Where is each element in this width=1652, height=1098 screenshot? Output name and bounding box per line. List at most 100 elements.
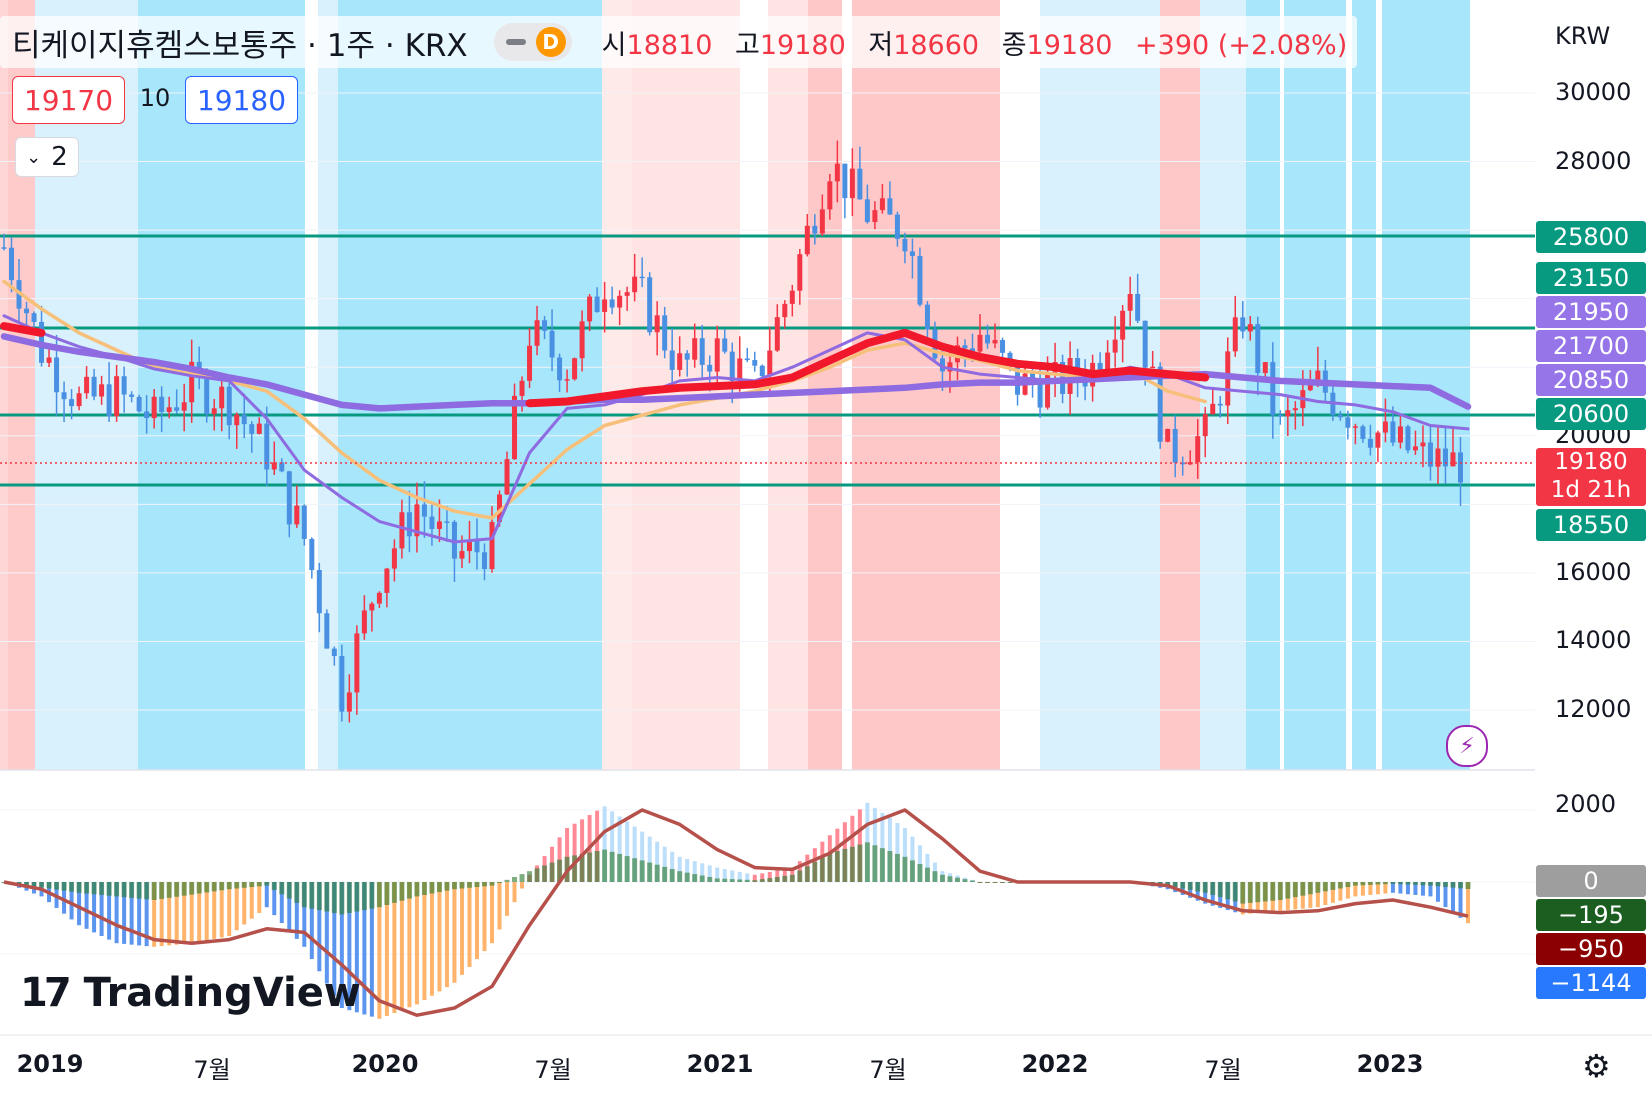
macd-hist-bar — [384, 882, 389, 1016]
tradingview-logo[interactable]: 17 TradingView — [20, 970, 361, 1016]
candle-body — [286, 471, 292, 525]
symbol-title[interactable]: 티케이지휴켐스보통주 · 1주 · KRX — [12, 27, 468, 64]
candle-body — [1285, 410, 1291, 417]
macd-line-bar — [1277, 882, 1283, 900]
candle-body — [752, 360, 758, 366]
time-tick: 2019 — [16, 1050, 84, 1078]
macd-hist-bar — [512, 882, 517, 903]
time-tick: 2023 — [1356, 1050, 1424, 1078]
candle-body — [677, 353, 683, 370]
macd-line-bar — [497, 882, 503, 883]
macd-line-bar — [977, 882, 983, 883]
macd-line-bar — [969, 880, 975, 882]
candle-body — [572, 358, 578, 380]
macd-line-bar — [752, 880, 758, 882]
macd-line-bar — [189, 882, 195, 895]
macd-hist-bar — [1338, 882, 1343, 901]
candle-body — [151, 396, 157, 419]
macd-line-bar — [1000, 882, 1006, 883]
currency-selector[interactable]: KRW — [1555, 22, 1611, 50]
macd-hist-bar — [595, 810, 600, 882]
candle-body — [256, 423, 262, 434]
macd-line-bar — [662, 866, 668, 882]
candle-body — [399, 512, 405, 549]
buy-button[interactable]: 19180 — [185, 76, 298, 124]
macd-line-bar — [1345, 882, 1351, 888]
candle-body — [864, 199, 870, 223]
macd-hist-bar — [880, 812, 885, 882]
macd-hist-bar — [565, 828, 570, 882]
lightning-icon[interactable]: ⚡ — [1446, 725, 1488, 767]
candle-body — [31, 313, 37, 322]
candle-body — [729, 351, 735, 381]
macd-line-bar — [557, 859, 563, 882]
macd-hist-bar — [1420, 882, 1425, 896]
candle-body — [1345, 417, 1351, 428]
candle-body — [1427, 442, 1433, 467]
macd-line-bar — [99, 882, 105, 895]
status-pill[interactable]: D — [493, 23, 572, 61]
candle-body — [497, 494, 503, 522]
macd-line-bar — [677, 871, 683, 882]
symbol-header[interactable]: 티케이지휴켐스보통주 · 1주 · KRX D 시18810 고19180 저1… — [0, 16, 1358, 68]
macd-line-bar — [16, 882, 22, 885]
macd-hist-bar — [159, 882, 164, 947]
candle-body — [1112, 339, 1118, 353]
candle-body — [909, 251, 915, 256]
candle-body — [1255, 324, 1261, 374]
quantity-field[interactable]: 10 — [139, 84, 171, 112]
macd-line-bar — [444, 882, 450, 891]
candle-body — [444, 521, 450, 523]
macd-line-bar — [819, 857, 825, 882]
candle-body — [1375, 432, 1381, 448]
candle-body — [1315, 370, 1321, 385]
macd-hist-bar — [444, 882, 449, 988]
macd-line-bar — [812, 861, 818, 882]
macd-hist-bar — [917, 845, 922, 882]
macd-hist-bar — [1428, 882, 1433, 897]
collapse-indicators-button[interactable]: ⌄ 2 — [15, 137, 79, 177]
candle-body — [632, 276, 638, 293]
macd-line-bar — [144, 882, 150, 900]
macd-line-bar — [669, 869, 675, 882]
macd-hist-bar — [910, 836, 915, 882]
candle-body — [894, 214, 900, 239]
macd-line-bar — [1225, 882, 1231, 900]
candle-body — [1457, 452, 1463, 483]
macd-line-bar — [271, 882, 277, 890]
candle-body — [414, 504, 420, 537]
candle-body — [1232, 317, 1238, 352]
macd-hist-bar — [227, 882, 232, 936]
macd-line-bar — [707, 876, 713, 882]
candle-body — [939, 358, 945, 372]
candle-body — [466, 539, 472, 552]
macd-line-bar — [1180, 882, 1186, 889]
macd-hist-bar — [189, 882, 194, 944]
macd-hist-bar — [895, 822, 900, 882]
macd-hist-bar — [715, 867, 720, 882]
macd-hist-bar — [640, 831, 645, 882]
macd-line-bar — [617, 853, 623, 882]
candle-body — [557, 357, 563, 381]
macd-hist-bar — [610, 811, 615, 882]
gear-icon[interactable]: ⚙ — [1582, 1047, 1611, 1085]
candle-body — [61, 392, 67, 400]
close-value: 19180 — [1026, 29, 1113, 61]
candle-body — [429, 516, 435, 529]
macd-line-bar — [121, 882, 127, 898]
price-tick: 30000 — [1555, 78, 1632, 106]
macd-hist-bar — [437, 882, 442, 992]
macd-line-bar — [939, 874, 945, 882]
candle-body — [1195, 436, 1201, 463]
sell-button[interactable]: 19170 — [12, 76, 125, 124]
macd-hist-bar — [700, 863, 705, 882]
macd-hist-bar — [1375, 882, 1380, 895]
macd-line-bar — [789, 874, 795, 882]
macd-line-bar — [1352, 882, 1358, 886]
macd-hist-bar — [490, 882, 494, 944]
macd-line-bar — [151, 882, 157, 900]
candle-body — [339, 656, 345, 712]
macd-line-bar — [1270, 882, 1276, 901]
background-band — [808, 0, 842, 770]
